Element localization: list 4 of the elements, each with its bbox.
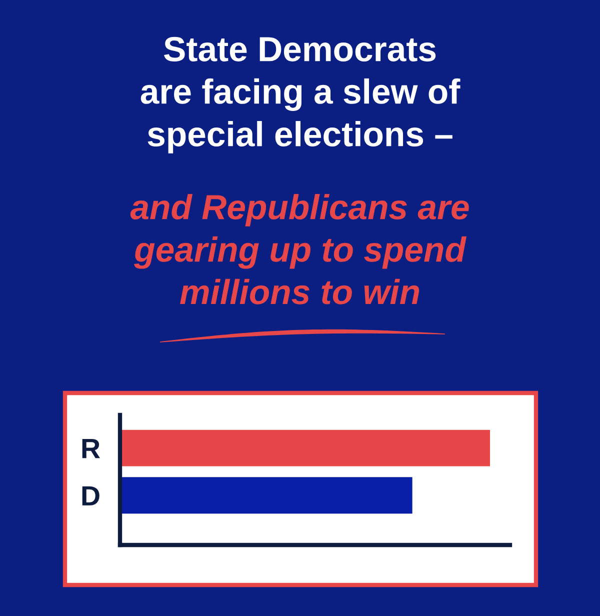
chart-subtitle: and Republicans are gearing up to spend millions to win bbox=[130, 194, 469, 304]
y-tick-label: R bbox=[82, 439, 100, 458]
chart-title: State Democrats are facing a slew of special elections – bbox=[140, 36, 460, 154]
y-tick-label: D bbox=[82, 486, 100, 506]
